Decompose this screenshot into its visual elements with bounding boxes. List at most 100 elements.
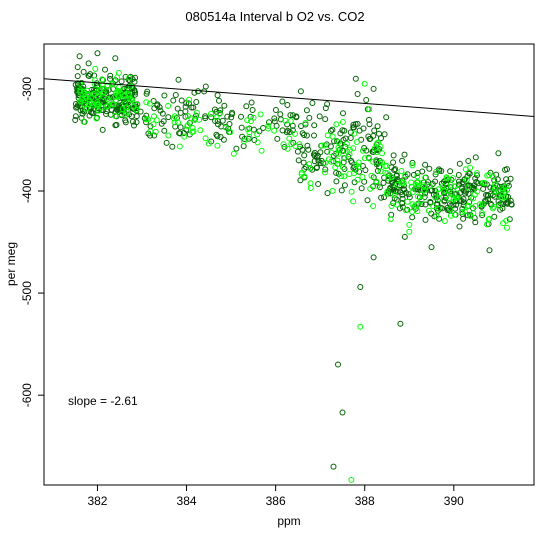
data-point bbox=[289, 122, 296, 129]
data-point bbox=[329, 126, 336, 133]
data-point bbox=[309, 100, 316, 106]
data-point bbox=[495, 150, 502, 157]
data-point bbox=[341, 182, 348, 189]
data-point bbox=[150, 121, 157, 128]
data-point bbox=[296, 141, 303, 148]
data-point bbox=[401, 233, 408, 240]
data-point bbox=[185, 100, 192, 107]
data-point bbox=[442, 194, 449, 201]
x-tick-label: 390 bbox=[444, 494, 464, 508]
y-tick-label: -300 bbox=[20, 77, 34, 101]
data-point bbox=[94, 93, 101, 100]
data-point bbox=[246, 129, 253, 136]
data-point bbox=[450, 175, 456, 182]
data-point bbox=[279, 127, 286, 134]
data-point bbox=[222, 124, 229, 131]
data-point bbox=[461, 177, 468, 183]
data-point bbox=[191, 117, 198, 123]
data-point bbox=[147, 132, 154, 139]
data-point bbox=[132, 89, 139, 96]
data-point bbox=[414, 182, 421, 189]
data-point bbox=[143, 99, 150, 106]
data-point bbox=[134, 101, 141, 108]
data-point bbox=[238, 124, 245, 131]
data-point bbox=[426, 183, 433, 189]
data-point bbox=[378, 194, 385, 201]
data-point bbox=[154, 102, 161, 109]
data-point bbox=[92, 65, 99, 72]
data-point bbox=[329, 133, 336, 140]
data-point bbox=[353, 139, 360, 145]
data-point bbox=[322, 105, 329, 112]
data-point bbox=[212, 118, 219, 124]
data-point bbox=[501, 194, 508, 201]
data-point bbox=[489, 205, 496, 212]
data-point bbox=[383, 162, 390, 169]
y-axis-label: per meg bbox=[4, 242, 18, 286]
data-point bbox=[144, 88, 151, 95]
data-point bbox=[290, 112, 297, 119]
data-point bbox=[363, 97, 370, 103]
data-point bbox=[74, 64, 81, 71]
data-point bbox=[507, 197, 514, 204]
data-point bbox=[394, 181, 400, 188]
data-point bbox=[432, 169, 439, 175]
data-point bbox=[409, 208, 416, 215]
y-tick-label: -500 bbox=[20, 281, 34, 305]
data-point bbox=[354, 120, 361, 127]
data-point bbox=[146, 100, 153, 107]
data-point bbox=[433, 213, 440, 219]
data-point bbox=[339, 409, 346, 416]
data-point bbox=[89, 110, 96, 116]
data-point bbox=[324, 132, 331, 139]
data-point bbox=[221, 102, 228, 109]
data-point bbox=[370, 254, 377, 261]
data-point bbox=[432, 194, 439, 201]
data-point bbox=[408, 183, 415, 190]
data-point bbox=[406, 228, 413, 235]
data-point bbox=[94, 99, 101, 106]
data-point bbox=[441, 188, 448, 195]
data-point bbox=[226, 121, 233, 127]
data-point bbox=[357, 284, 364, 290]
data-point bbox=[281, 144, 288, 150]
data-point bbox=[315, 157, 322, 164]
data-point bbox=[248, 118, 254, 125]
data-point bbox=[287, 112, 294, 119]
data-point bbox=[414, 173, 421, 180]
data-point bbox=[302, 120, 309, 126]
data-point bbox=[286, 135, 293, 142]
data-point bbox=[202, 135, 209, 142]
data-point bbox=[324, 148, 331, 155]
data-point bbox=[370, 85, 377, 92]
data-point bbox=[244, 126, 251, 133]
data-point bbox=[479, 212, 486, 219]
data-point bbox=[352, 121, 359, 128]
data-point bbox=[332, 164, 339, 171]
data-point bbox=[404, 198, 411, 205]
data-point bbox=[163, 139, 170, 146]
data-point bbox=[390, 152, 397, 159]
data-point bbox=[99, 81, 106, 88]
data-point bbox=[145, 116, 152, 123]
data-point bbox=[202, 115, 209, 122]
data-point bbox=[476, 201, 483, 208]
data-point bbox=[391, 167, 398, 173]
data-point bbox=[333, 178, 340, 185]
data-point bbox=[473, 179, 480, 185]
data-point bbox=[499, 184, 506, 191]
data-point bbox=[366, 106, 373, 113]
data-point bbox=[328, 149, 335, 156]
data-point bbox=[399, 157, 406, 164]
data-point bbox=[287, 118, 294, 125]
data-point bbox=[318, 142, 325, 149]
data-point bbox=[504, 186, 511, 193]
data-point bbox=[182, 113, 189, 120]
data-point bbox=[479, 201, 486, 208]
data-point bbox=[359, 147, 366, 154]
data-point bbox=[366, 116, 372, 123]
data-point bbox=[324, 190, 331, 197]
data-point bbox=[298, 123, 304, 130]
data-point bbox=[94, 50, 101, 57]
chart-title: 080514a Interval b O2 vs. CO2 bbox=[185, 9, 364, 24]
